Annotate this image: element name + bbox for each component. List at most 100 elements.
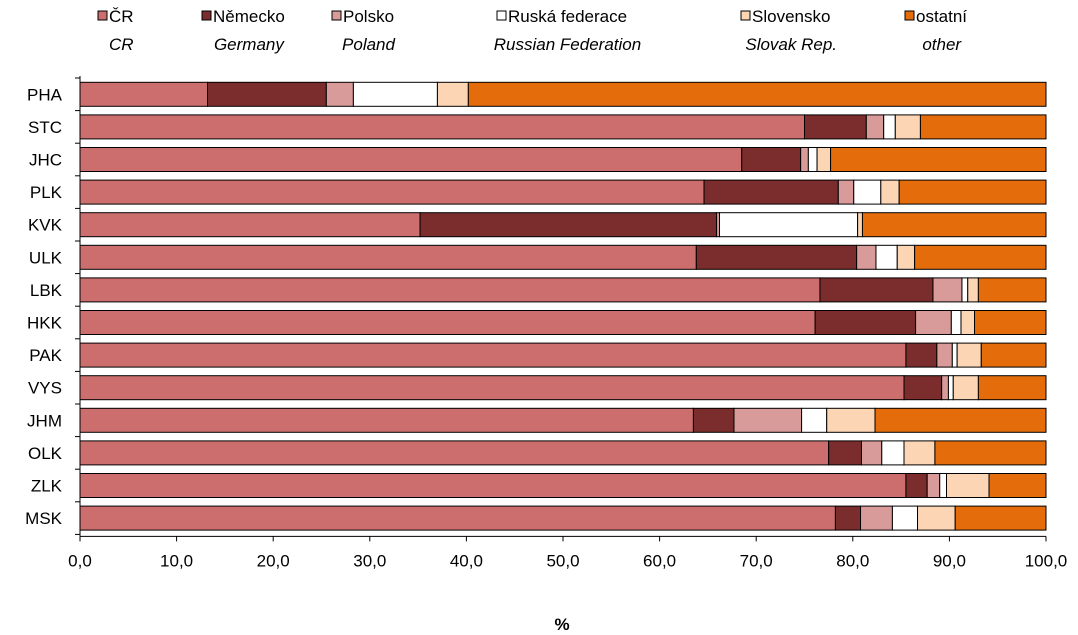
bar-pak-series-3 (951, 342, 958, 368)
legend-label-5: ostatní (916, 7, 967, 26)
bar-msk-series-0 (79, 505, 836, 531)
bar-ulk-series-2 (856, 244, 877, 270)
legend-label-1: Německo (213, 7, 285, 26)
legend-swatch-1 (201, 10, 212, 21)
bar-vys-series-1 (903, 375, 943, 401)
bar-jhm-series-5 (874, 407, 1047, 433)
legend-swatch-0 (97, 10, 108, 21)
category-label-pak: PAK (29, 346, 62, 365)
bar-plk-series-3 (853, 179, 882, 205)
bar-msk-series-5 (954, 505, 1047, 531)
x-tick-label: 30,0 (353, 551, 386, 570)
x-tick-label: 60,0 (643, 551, 676, 570)
bar-jhm-series-1 (692, 407, 735, 433)
bar-pha-series-3 (352, 81, 438, 107)
bar-jhm-series-4 (826, 407, 876, 433)
bar-olk-series-1 (828, 440, 862, 466)
category-label-olk: OLK (28, 444, 63, 463)
bar-ulk-series-4 (896, 244, 916, 270)
x-tick-label: 40,0 (450, 551, 483, 570)
bars (79, 81, 1047, 531)
bar-msk-series-1 (834, 505, 862, 531)
bar-lbk-series-1 (819, 277, 934, 303)
bar-msk-series-3 (891, 505, 919, 531)
legend-swatch-5 (904, 10, 915, 21)
legend-label-en-1: Germany (214, 35, 285, 54)
x-tick-label: 80,0 (836, 551, 869, 570)
category-label-stc: STC (28, 118, 62, 137)
bar-msk-series-4 (917, 505, 956, 531)
category-label-msk: MSK (25, 509, 63, 528)
bar-pha-series-5 (467, 81, 1047, 107)
bar-hkk-series-4 (960, 310, 976, 335)
bar-olk-series-0 (79, 440, 830, 466)
bar-jhc-series-4 (816, 147, 832, 172)
bar-jhc-series-5 (830, 147, 1047, 172)
bar-pak-series-2 (936, 342, 953, 368)
legend-label-0: ČR (109, 7, 134, 26)
bar-jhc-series-1 (741, 147, 802, 172)
bar-lbk-series-0 (79, 277, 821, 303)
bar-lbk-series-5 (977, 277, 1047, 303)
bar-msk-series-2 (860, 505, 893, 531)
bar-kvk-series-5 (861, 212, 1047, 238)
x-tick-label: 70,0 (740, 551, 773, 570)
bar-plk-series-0 (79, 179, 705, 205)
category-labels: PHA STC JHC PLK KVK ULK LBK HKK PAK VYS JHM OLK ZLK M… (25, 85, 63, 528)
bar-plk-series-1 (703, 179, 839, 205)
x-tick-label: 0,0 (68, 551, 92, 570)
legend-label-en-5: other (922, 35, 962, 54)
bar-stc-series-5 (919, 114, 1047, 140)
category-label-hkk: HKK (27, 314, 63, 333)
bar-ulk-series-3 (875, 244, 898, 270)
bar-lbk-series-4 (967, 277, 979, 303)
legend-label-4: Slovensko (752, 7, 830, 26)
x-tick-label: 90,0 (933, 551, 966, 570)
category-label-plk: PLK (30, 183, 63, 202)
bar-zlk-series-4 (946, 473, 990, 498)
bar-jhc-series-3 (807, 147, 818, 172)
x-tick-label: 10,0 (160, 551, 193, 570)
category-label-jhm: JHM (27, 411, 62, 430)
x-axis-title: % (554, 615, 569, 634)
bar-kvk-series-4 (857, 212, 863, 238)
bar-hkk-series-0 (79, 310, 816, 335)
legend-label-en-2: Poland (342, 35, 395, 54)
x-tick-label: 20,0 (257, 551, 290, 570)
bar-ulk-series-0 (79, 244, 697, 270)
legend-label-en-4: Slovak Rep. (745, 35, 837, 54)
bar-stc-series-3 (883, 114, 896, 140)
x-tick-label: 100,0 (1025, 551, 1068, 570)
bar-vys-series-4 (952, 375, 979, 401)
bar-lbk-series-2 (932, 277, 963, 303)
legend-label-2: Polsko (343, 7, 394, 26)
bar-zlk-series-2 (926, 473, 941, 498)
bar-stc-series-1 (804, 114, 867, 140)
category-label-zlk: ZLK (31, 477, 63, 496)
bar-vys-series-2 (941, 375, 949, 401)
bar-vys-series-5 (977, 375, 1047, 401)
bar-olk-series-3 (881, 440, 905, 466)
category-label-pha: PHA (27, 85, 63, 104)
bar-pha-series-1 (207, 81, 327, 107)
bar-ulk-series-1 (695, 244, 858, 270)
bar-hkk-series-3 (950, 310, 962, 335)
bar-pha-series-2 (325, 81, 354, 107)
legend-label-en-0: CR (109, 35, 134, 54)
bar-kvk-series-1 (419, 212, 718, 238)
bar-vys-series-3 (947, 375, 954, 401)
bar-zlk-series-0 (79, 473, 907, 498)
bar-vys-series-0 (79, 375, 905, 401)
category-label-kvk: KVK (28, 216, 63, 235)
bar-kvk-series-3 (718, 212, 859, 238)
legend-swatch-4 (740, 10, 751, 21)
x-axis: 0,0 10,0 20,0 30,0 40,0 50,0 60,0 70,0 80,0 90,0 1… (68, 76, 1067, 570)
bar-olk-series-2 (860, 440, 883, 466)
bar-hkk-series-2 (915, 310, 952, 335)
bar-zlk-series-5 (988, 473, 1047, 498)
legend-label-en-3: Russian Federation (494, 35, 641, 54)
bar-pak-series-5 (980, 342, 1047, 368)
bar-hkk-series-5 (974, 310, 1047, 335)
bar-plk-series-5 (898, 179, 1047, 205)
